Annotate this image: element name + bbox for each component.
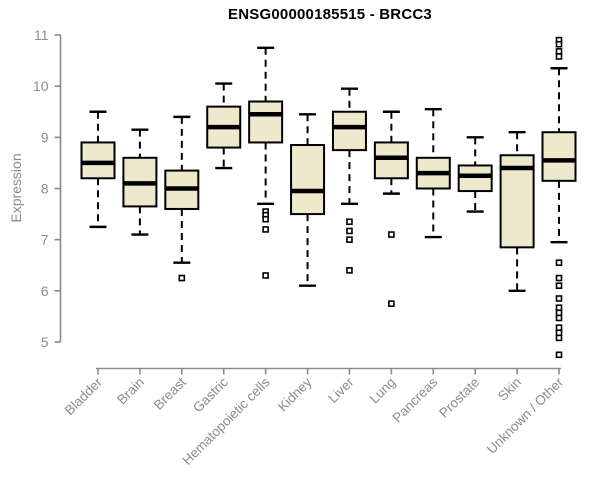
y-tick-label: 6 [41,283,49,299]
y-tick-label: 5 [41,334,49,350]
outlier-unknown-other [555,274,563,282]
outlier-unknown-other [555,53,563,60]
box-kidney [290,144,326,216]
outlier-unknown-other [555,304,563,312]
outlier-hematopoietic-cells [262,215,269,223]
outlier-lung [388,231,395,238]
outlier-unknown-other [555,314,563,322]
outlier-breast [178,274,186,282]
y-tick-label: 9 [41,129,49,145]
chart-title: ENSG00000185515 - BRCC3 [228,6,432,23]
x-category-label: Unknown / Other [484,374,567,457]
outlier-unknown-other [555,295,563,302]
box-liver [331,110,367,152]
box-prostate [457,164,493,193]
y-tick-label: 10 [33,78,49,94]
outlier-hematopoietic-cells [262,226,269,233]
y-tick-label: 11 [34,27,49,43]
outlier-unknown-other [555,334,563,342]
x-category-label: Kidney [275,374,315,414]
x-category-label: Lung [367,375,399,407]
x-category-label: Pancreas [389,374,440,425]
outlier-unknown-other [555,309,563,317]
outlier-liver [346,267,353,274]
y-tick-label: 7 [41,232,49,248]
outlier-liver [346,236,353,243]
y-tick-label: 8 [41,181,49,197]
box-skin [499,154,535,249]
outlier-unknown-other [555,282,563,290]
outlier-unknown-other [555,40,563,48]
x-category-label: Gastric [190,374,231,415]
x-category-label: Bladder [62,374,106,418]
outlier-unknown-other [555,351,563,359]
x-category-label: Liver [325,374,357,406]
x-category-label: Prostate [436,375,482,421]
outlier-unknown-other [555,324,563,331]
outlier-liver [346,218,353,226]
outlier-hematopoietic-cells [262,272,269,279]
outlier-unknown-other [555,259,563,266]
x-category-label: Brain [114,375,147,408]
outlier-lung [388,300,395,307]
outlier-unknown-other [555,48,563,55]
box-hematopoietic-cells [248,100,284,144]
box-unknown-other [541,131,577,182]
box-bladder [80,141,116,180]
outlier-unknown-other [555,329,563,337]
x-category-label: Breast [151,374,189,412]
box-lung [373,141,409,180]
outlier-liver [346,227,353,235]
x-category-label: Skin [495,375,524,404]
